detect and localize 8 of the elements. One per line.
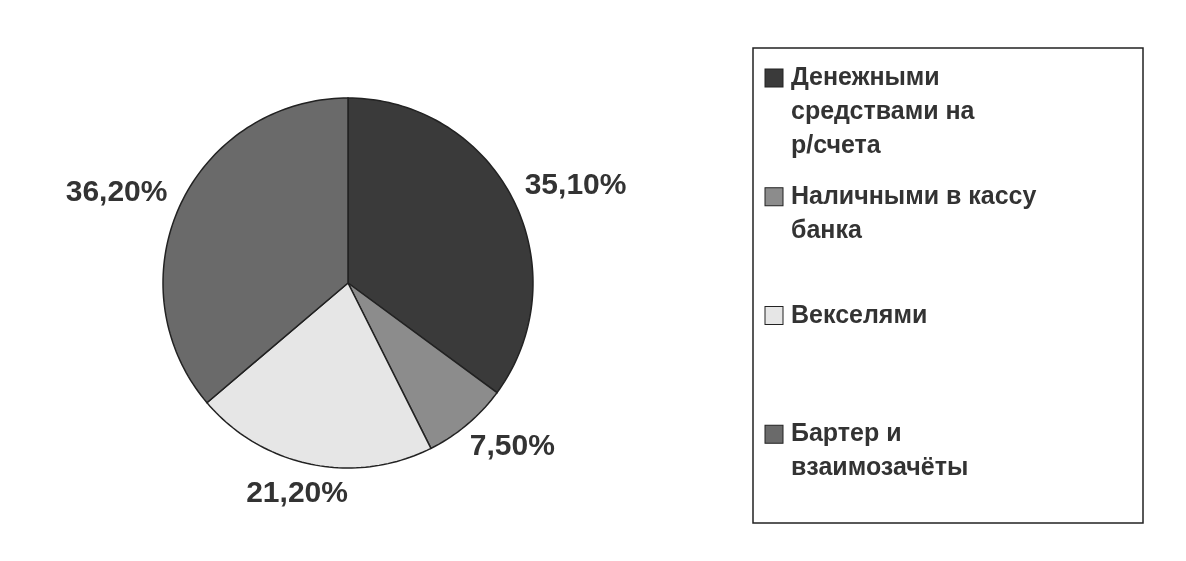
data-label: 35,10% — [524, 166, 627, 200]
legend-label: Денежными средствами на р/счета — [791, 62, 976, 158]
legend-label: Бартер и взаимозачёты — [791, 418, 969, 481]
data-label: 21,20% — [246, 474, 348, 508]
data-label: 7,50% — [469, 428, 555, 462]
legend-label: Векселями — [791, 299, 928, 328]
data-label: 36,20% — [65, 173, 168, 207]
legend-label: Наличными в кассу банка — [791, 180, 1037, 243]
